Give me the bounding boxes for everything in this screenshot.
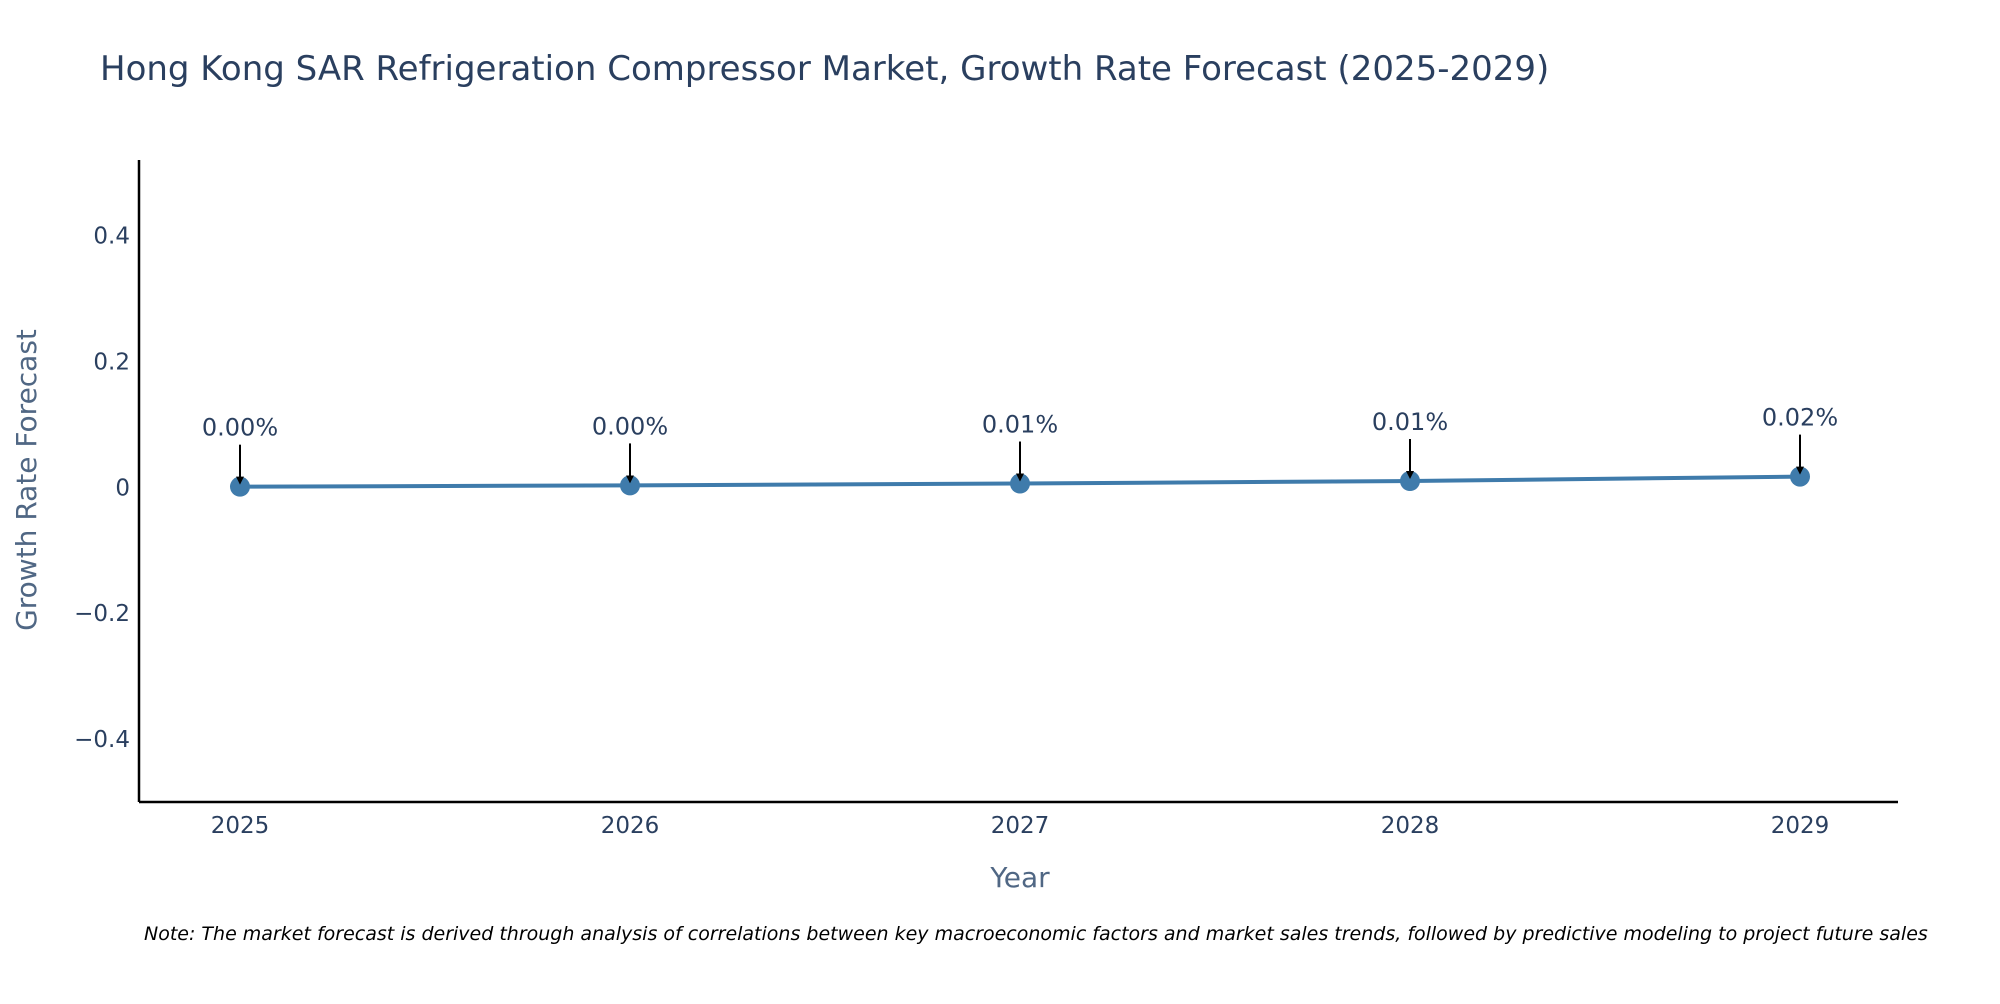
data-label: 0.00% (202, 414, 278, 442)
x-tick-label: 2027 (991, 813, 1050, 839)
y-tick-label: 0.2 (93, 349, 130, 375)
x-tick-label: 2026 (601, 813, 660, 839)
data-point-marker (230, 476, 250, 497)
x-tick-label: 2029 (1771, 813, 1830, 839)
data-label: 0.01% (982, 411, 1058, 439)
y-axis-title: Growth Rate Forecast (10, 329, 43, 631)
data-label-annotations: 0.00% 0.00% 0.01% 0.01% 0.02% (202, 404, 1838, 485)
data-point-marker (1790, 466, 1810, 487)
footnote: Note: The market forecast is derived thr… (144, 923, 1928, 945)
x-tick-label: 2025 (211, 813, 270, 839)
data-point-marker (1400, 471, 1420, 491)
x-tick-labels: 2025 2026 2027 2028 2029 (211, 813, 1830, 839)
data-label: 0.00% (592, 412, 668, 440)
chart-title: Hong Kong SAR Refrigeration Compressor M… (100, 49, 1549, 89)
y-tick-label: 0 (115, 475, 130, 501)
y-tick-label: −0.4 (74, 727, 130, 753)
data-point-marker (1010, 473, 1030, 494)
y-tick-labels: 0.4 0.2 0 −0.2 −0.4 (74, 224, 130, 754)
data-label: 0.02% (1762, 404, 1838, 432)
x-tick-label: 2028 (1381, 813, 1440, 839)
y-tick-label: 0.4 (93, 224, 130, 250)
y-tick-label: −0.2 (74, 601, 130, 627)
data-label: 0.01% (1372, 408, 1448, 436)
series-markers (230, 466, 1810, 497)
x-axis-title: Year (989, 861, 1050, 894)
data-point-marker (620, 475, 640, 496)
